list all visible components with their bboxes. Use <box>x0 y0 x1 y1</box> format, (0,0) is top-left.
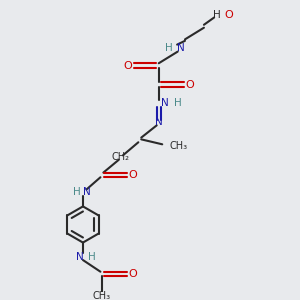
Text: H: H <box>88 252 96 262</box>
Text: H: H <box>73 188 80 197</box>
Text: O: O <box>128 170 137 180</box>
Text: H: H <box>165 43 173 53</box>
Text: H: H <box>174 98 182 109</box>
Text: O: O <box>124 61 133 70</box>
Text: N: N <box>76 252 83 262</box>
Text: O: O <box>128 269 137 279</box>
Text: N: N <box>155 117 163 128</box>
Text: CH₃: CH₃ <box>93 291 111 300</box>
Text: CH₃: CH₃ <box>170 141 188 151</box>
Text: N: N <box>177 43 184 53</box>
Text: H: H <box>213 10 220 20</box>
Text: N: N <box>82 188 90 197</box>
Text: N: N <box>161 98 169 109</box>
Text: O: O <box>185 80 194 89</box>
Text: CH₂: CH₂ <box>112 152 130 162</box>
Text: O: O <box>224 10 233 20</box>
